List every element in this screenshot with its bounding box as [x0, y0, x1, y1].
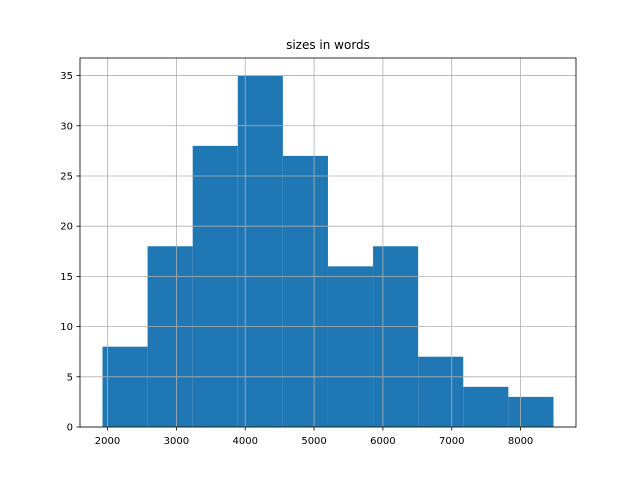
- y-tick-label: 35: [60, 71, 73, 82]
- bar: [237, 75, 283, 428]
- x-tick-label: 3000: [164, 436, 189, 447]
- bar: [282, 155, 328, 428]
- chart-title: sizes in words: [286, 38, 370, 52]
- y-tick-label: 25: [60, 171, 73, 182]
- x-tick-label: 2000: [95, 436, 120, 447]
- bar: [463, 386, 509, 427]
- bar: [327, 266, 374, 427]
- bar: [147, 246, 193, 427]
- y-tick-label: 20: [60, 222, 73, 233]
- bar: [373, 246, 419, 427]
- x-tick-label: 6000: [370, 436, 395, 447]
- plot-frame: [79, 57, 577, 428]
- y-tick-label: 15: [60, 272, 73, 283]
- bar: [508, 396, 554, 427]
- y-tick-label: 0: [67, 423, 73, 434]
- y-tick-label: 10: [60, 322, 73, 333]
- y-tick-label: 30: [60, 121, 73, 132]
- y-tick-label: 5: [67, 372, 73, 383]
- x-tick-label: 8000: [508, 436, 533, 447]
- bar: [192, 145, 238, 427]
- bar: [102, 346, 148, 427]
- x-tick-label: 5000: [301, 436, 326, 447]
- x-tick-label: 4000: [232, 436, 257, 447]
- bar: [418, 356, 464, 427]
- x-tick-label: 7000: [439, 436, 464, 447]
